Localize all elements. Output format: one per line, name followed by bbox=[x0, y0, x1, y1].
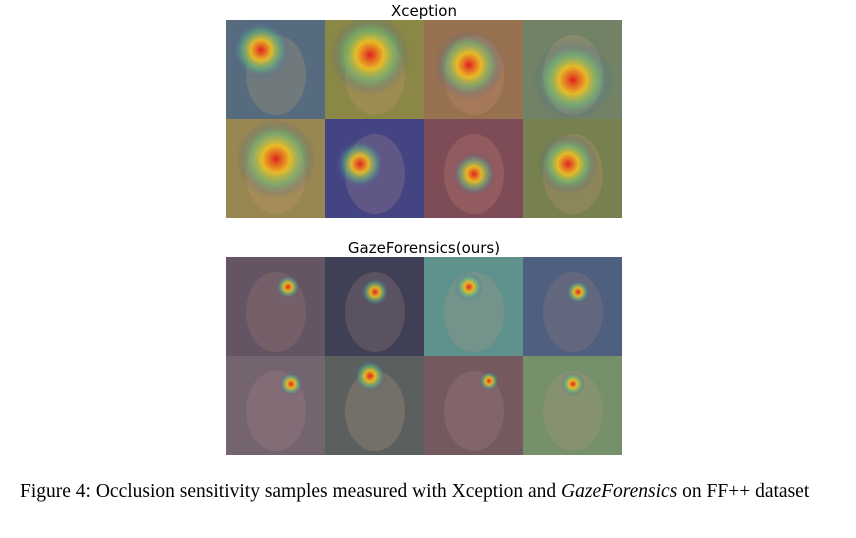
heat-spot bbox=[330, 20, 410, 95]
heat-spot bbox=[335, 139, 385, 189]
tile bbox=[523, 257, 622, 356]
tile bbox=[226, 257, 325, 356]
heat-wash bbox=[424, 356, 523, 455]
heat-spot bbox=[434, 30, 504, 100]
caption-text: Figure 4: Occlusion sensitivity samples … bbox=[20, 481, 562, 502]
heatmap-grid bbox=[226, 257, 622, 455]
figure-caption: Figure 4: Occlusion sensitivity samples … bbox=[20, 479, 830, 504]
tile bbox=[424, 356, 523, 455]
heat-spot bbox=[452, 152, 496, 196]
heat-spot bbox=[236, 119, 316, 199]
heat-spot bbox=[455, 273, 483, 301]
heat-wash bbox=[523, 257, 622, 356]
panel-title: Xception bbox=[390, 2, 457, 20]
heat-spot bbox=[279, 372, 303, 396]
heatmap-grid bbox=[226, 20, 622, 218]
heat-spot bbox=[566, 280, 590, 304]
heat-wash bbox=[226, 257, 325, 356]
panel-title: GazeForensics(ours) bbox=[347, 239, 501, 257]
caption-text: on FF++ dataset bbox=[677, 481, 810, 502]
heat-spot bbox=[276, 275, 300, 299]
heat-spot bbox=[479, 371, 499, 391]
tile bbox=[325, 257, 424, 356]
heat-wash bbox=[226, 356, 325, 455]
caption-emphasis: GazeForensics bbox=[561, 481, 678, 502]
heat-spot bbox=[231, 20, 291, 80]
heat-spot bbox=[533, 40, 613, 120]
tile bbox=[226, 356, 325, 455]
heat-wash bbox=[523, 356, 622, 455]
heat-spot bbox=[538, 134, 598, 194]
heat-wash bbox=[325, 257, 424, 356]
face bbox=[345, 272, 405, 352]
tile bbox=[424, 257, 523, 356]
heat-spot bbox=[361, 278, 389, 306]
heat-spot bbox=[561, 372, 585, 396]
face bbox=[543, 371, 603, 451]
heat-spot bbox=[354, 360, 386, 392]
face bbox=[345, 371, 405, 451]
heat-wash bbox=[424, 257, 523, 356]
